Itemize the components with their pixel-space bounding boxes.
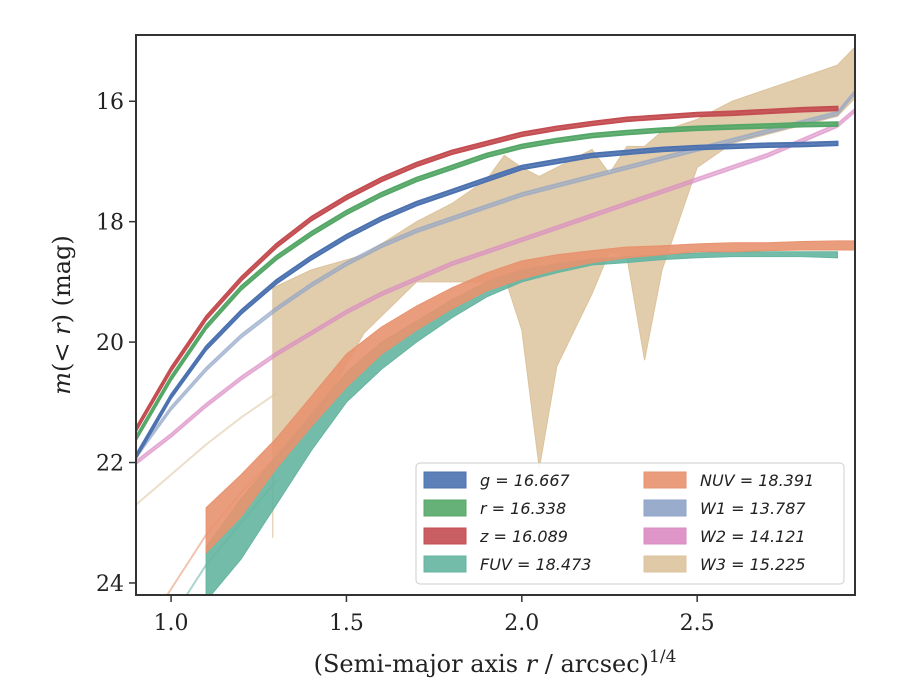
extrapolated-line-w3 — [136, 392, 277, 506]
legend-swatch-fuv — [423, 555, 467, 573]
legend-swatch-w1 — [643, 499, 687, 517]
x-axis-label: (Semi-major axis r / arcsec)1/4 — [314, 647, 677, 678]
x-tick-label: 1.0 — [154, 611, 189, 636]
legend-label-nuv: NUV = 18.391 — [700, 471, 814, 490]
y-tick-label: 22 — [96, 452, 124, 477]
legend-swatch-w3 — [643, 555, 687, 573]
y-axis-label: m(< r) (mag) — [48, 235, 76, 395]
series-line-z — [136, 105, 839, 434]
legend-swatch-nuv — [643, 471, 687, 489]
legend-frame — [415, 462, 845, 585]
x-tick-label: 2.0 — [504, 611, 539, 636]
x-tick-label: 2.5 — [680, 611, 715, 636]
plot-frame — [135, 34, 856, 596]
y-tick-label: 18 — [96, 211, 124, 236]
y-tick-label: 24 — [96, 572, 124, 597]
series-line-r — [136, 121, 839, 443]
y-tick-label: 16 — [96, 90, 124, 115]
series-layer — [136, 46, 855, 595]
legend-label-r: r = 16.338 — [480, 499, 566, 518]
y-tick-label: 20 — [96, 331, 124, 356]
legend-label-w2: W2 = 14.121 — [700, 527, 806, 546]
legend-label-w1: W1 = 13.787 — [700, 499, 806, 518]
legend: g = 16.667 r = 16.338 z = 16.089 FUV = 18.4… — [415, 462, 845, 585]
legend-label-z: z = 16.089 — [479, 527, 568, 546]
legend-swatch-g — [423, 471, 467, 489]
x-tick-label: 1.5 — [329, 611, 364, 636]
ticks-layer: 1.0 1.5 2.0 2.5 16 18 20 22 24 — [96, 90, 715, 636]
legend-swatch-z — [423, 527, 467, 545]
legend-label-g: g = 16.667 — [480, 471, 571, 490]
legend-label-fuv: FUV = 18.473 — [480, 555, 591, 574]
legend-swatch-r — [423, 499, 467, 517]
legend-label-w3: W3 = 15.225 — [700, 555, 806, 574]
series-line-w2 — [136, 107, 855, 466]
series-line-g — [136, 140, 839, 461]
series-band-nuv — [205, 240, 855, 555]
legend-swatch-w2 — [643, 527, 687, 545]
